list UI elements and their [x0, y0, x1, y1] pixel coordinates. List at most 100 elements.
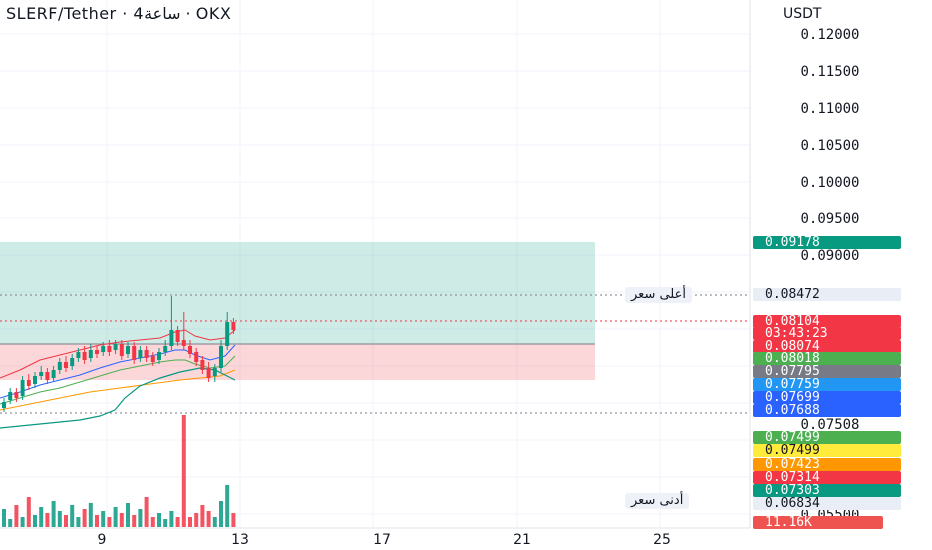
- candle-body: [57, 362, 62, 370]
- volume-bar: [212, 517, 217, 527]
- volume-bar: [175, 517, 180, 527]
- candle-body: [107, 346, 112, 352]
- loss-zone[interactable]: [0, 344, 595, 380]
- volume-bar: [219, 501, 223, 527]
- price-tag: 0.08104: [753, 315, 901, 328]
- price-tag: 0.07499: [753, 444, 901, 457]
- candle-body: [144, 350, 149, 358]
- candle-body: [20, 380, 25, 396]
- candle-body: [8, 392, 13, 400]
- high-price-label: أعلى سعر: [625, 287, 692, 303]
- volume-bar: [126, 503, 130, 527]
- volume-bar: [231, 513, 236, 527]
- volume-bar: [194, 513, 199, 527]
- price-label: 0.07508: [800, 417, 860, 433]
- candle-body: [219, 346, 223, 368]
- price-tag: 0.08074: [753, 340, 901, 353]
- candle-body: [150, 356, 155, 362]
- volume-bar: [95, 515, 99, 527]
- volume-bar: [188, 517, 192, 527]
- candle-body: [126, 346, 130, 354]
- candle-body: [119, 344, 124, 356]
- candle-body: [225, 322, 230, 346]
- candle-body: [188, 346, 192, 354]
- price-label: 0.10000: [800, 175, 860, 191]
- volume-bar: [150, 517, 155, 527]
- volume-bar: [206, 511, 211, 527]
- volume-bar: [163, 519, 168, 527]
- time-label: 21: [513, 532, 531, 548]
- candle-body: [51, 370, 56, 378]
- grid-lines: [0, 0, 750, 528]
- price-tag: 0.07699: [753, 391, 901, 404]
- volume-bar: [70, 505, 75, 527]
- upper-band-line: [0, 329, 236, 379]
- candle-body: [194, 352, 199, 362]
- time-label: 13: [231, 532, 249, 548]
- volume-bar: [225, 485, 230, 527]
- candle-body: [76, 352, 81, 358]
- candle-body: [212, 368, 217, 376]
- price-label: 0.09000: [800, 248, 860, 264]
- volume-bar: [51, 501, 56, 527]
- volume-bar: [107, 517, 112, 527]
- volume-bar: [57, 511, 62, 527]
- volume-bar: [26, 497, 31, 527]
- candle-body: [33, 376, 37, 384]
- price-tag: 0.06834: [753, 497, 901, 510]
- price-tag: 0.07795: [753, 365, 901, 378]
- candle-body: [157, 352, 161, 360]
- price-axis-currency[interactable]: USDT: [783, 6, 822, 22]
- candlestick-series[interactable]: [2, 296, 236, 412]
- candle-body: [39, 372, 44, 376]
- volume-bar: [82, 509, 87, 527]
- candle-body: [175, 330, 180, 342]
- candle-body: [200, 360, 205, 370]
- symbol-title[interactable]: SLERF/Tether · 4ساعة · OKX: [6, 4, 232, 23]
- volume-bar: [33, 515, 37, 527]
- price-tag: 0.07423: [753, 458, 901, 471]
- volume-bar: [39, 507, 44, 527]
- price-tag: 0.09178: [753, 236, 901, 249]
- candle-body: [14, 392, 19, 398]
- candle-body: [45, 372, 50, 380]
- volume-bar: [132, 515, 137, 527]
- price-label: 0.11500: [800, 64, 860, 80]
- candle-body: [113, 344, 118, 350]
- volume-bar: [88, 503, 93, 527]
- volume-bar: [2, 509, 6, 527]
- volume-bar: [101, 511, 106, 527]
- volume-bar: [76, 517, 81, 527]
- price-tag: 0.08472: [753, 288, 901, 301]
- time-label: 25: [653, 532, 671, 548]
- volume-bar: [14, 505, 19, 527]
- price-tag: 0.07688: [753, 404, 901, 417]
- ema-mid-line: [0, 355, 236, 405]
- candle-body: [163, 346, 168, 352]
- volume-bar: [45, 513, 50, 527]
- price-tag: 0.07314: [753, 471, 901, 484]
- candle-body: [95, 350, 99, 354]
- price-label: 0.10500: [800, 138, 860, 154]
- price-tag: 0.07759: [753, 378, 901, 391]
- volume-bar: [200, 505, 205, 527]
- time-label: 17: [373, 532, 391, 548]
- volume-bar: [119, 513, 124, 527]
- volume-bar: [113, 507, 118, 527]
- candle-body: [2, 402, 6, 408]
- low-price-label: أدنى سعر: [625, 493, 690, 509]
- volume-bar: [181, 415, 186, 527]
- candle-body: [138, 350, 143, 358]
- volume-bar: [138, 509, 143, 527]
- profit-zone[interactable]: [0, 242, 595, 344]
- price-tag: 0.08018: [753, 352, 901, 365]
- candle-body: [169, 330, 174, 346]
- candle-body: [101, 346, 106, 352]
- candle-body: [26, 380, 31, 386]
- volume-bar: [157, 513, 161, 527]
- candle-body: [206, 368, 211, 378]
- price-tag: 0.07303: [753, 484, 901, 497]
- price-tag: 03:43:23: [753, 327, 901, 340]
- price-label: 0.11000: [800, 101, 860, 117]
